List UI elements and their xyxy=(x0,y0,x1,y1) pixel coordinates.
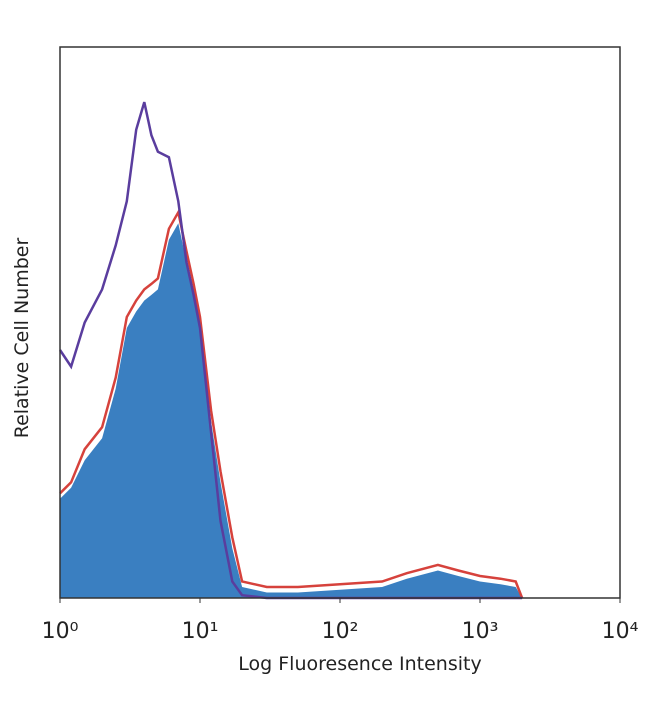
histogram-line xyxy=(59,208,524,599)
x-tick-label: 10⁰ xyxy=(42,619,79,644)
histogram-area xyxy=(60,223,523,599)
x-axis-label: Log Fluoresence Intensity xyxy=(238,653,481,675)
x-tick-label: 10¹ xyxy=(182,619,219,644)
x-tick-label: 10³ xyxy=(462,619,499,644)
x-tick-label: 10⁴ xyxy=(602,619,639,644)
y-axis-label: Relative Cell Number xyxy=(11,238,33,439)
x-tick-label: 10² xyxy=(322,619,359,644)
